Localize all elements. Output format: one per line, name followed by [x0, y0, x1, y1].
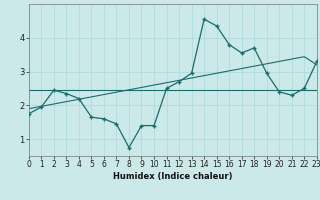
X-axis label: Humidex (Indice chaleur): Humidex (Indice chaleur): [113, 172, 233, 181]
